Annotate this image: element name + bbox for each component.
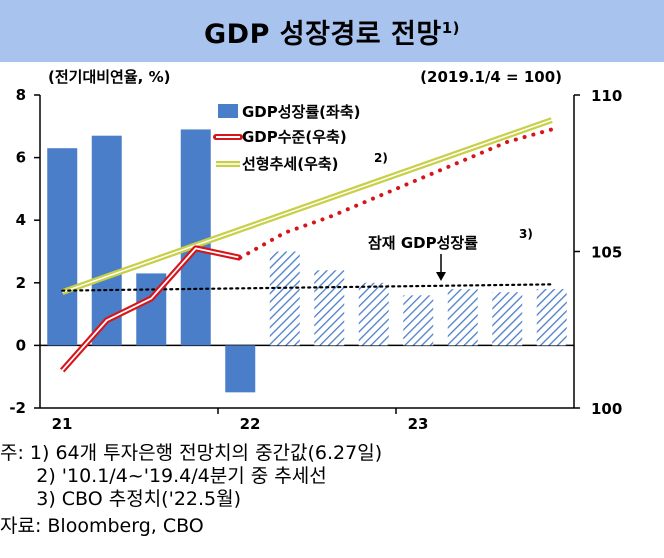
left-tick-label: 8 (16, 86, 26, 104)
axis-labels: (전기대비연율, %) (2019.1/4 = 100) (48, 68, 562, 86)
potential-growth-label: 잠재 GDP성장률 (368, 234, 478, 252)
right-tick-label: 105 (591, 244, 622, 262)
legend-trend-label: 선형추세(우축) (242, 155, 339, 173)
x-tick-label: 23 (408, 415, 429, 433)
left-tick-label: 2 (16, 274, 26, 292)
potential-growth-annotation: 잠재 GDP성장률 3) (368, 227, 533, 281)
forecast-bar (403, 295, 434, 346)
actual-bar (180, 129, 211, 346)
left-tick-label: 6 (16, 149, 26, 167)
forecast-bar (536, 289, 567, 346)
x-tick-label: 22 (240, 415, 261, 433)
actual-bar (47, 148, 78, 346)
legend-bar-swatch (218, 104, 238, 118)
forecast-bar (447, 289, 478, 346)
gdp-level-forecast-line (238, 127, 554, 260)
right-axis-label: (2019.1/4 = 100) (420, 68, 562, 86)
actual-bar (225, 345, 256, 393)
trend-line-inner (62, 119, 552, 293)
right-tick-label: 110 (591, 87, 622, 105)
left-ticks: -2 0 2 4 6 8 (9, 86, 40, 417)
forecast-bar (314, 270, 345, 346)
left-tick-label: 0 (16, 336, 26, 354)
note-2: 2) '10.1/4~'19.4/4분기 중 추세선 (0, 465, 327, 487)
legend: GDP성장률(좌축) GDP수준(우축) 선형추세(우축) 2) (213, 103, 388, 173)
lines (60, 117, 554, 373)
left-axis-label: (전기대비연율, %) (48, 68, 170, 86)
forecast-bar (269, 251, 300, 346)
potential-growth-arrowhead (436, 272, 446, 281)
actual-bar (91, 135, 122, 346)
note-3: 3) CBO 추정치('22.5월) (0, 488, 242, 510)
x-tick-label: 21 (52, 415, 73, 433)
forecast-bar (358, 282, 389, 346)
legend-trend-sup: 2) (374, 151, 388, 165)
chart-title: GDP 성장경로 전망1) (204, 18, 460, 50)
legend-bar-label: GDP성장률(좌축) (242, 103, 360, 121)
legend-level-label: GDP수준(우축) (242, 128, 347, 146)
x-ticks: 21 22 23 (52, 408, 429, 433)
right-tick-label: 100 (591, 400, 622, 418)
gdp-level-line-inner (61, 247, 241, 372)
left-tick-label: -2 (9, 399, 26, 417)
bars (47, 129, 567, 393)
left-tick-label: 4 (16, 211, 26, 229)
potential-growth-line (61, 283, 553, 292)
potential-growth-sup: 3) (519, 227, 533, 241)
note-1: 주: 1) 64개 투자은행 전망치의 중간값(6.27일) (0, 442, 383, 464)
title-bar: GDP 성장경로 전망1) (0, 0, 664, 62)
chart: (전기대비연율, %) (2019.1/4 = 100) -2 0 2 4 6 8 100… (9, 68, 622, 433)
forecast-bar (492, 292, 523, 346)
right-ticks: 100 105 110 (574, 87, 622, 418)
source-note: 자료: Bloomberg, CBO (0, 515, 204, 537)
